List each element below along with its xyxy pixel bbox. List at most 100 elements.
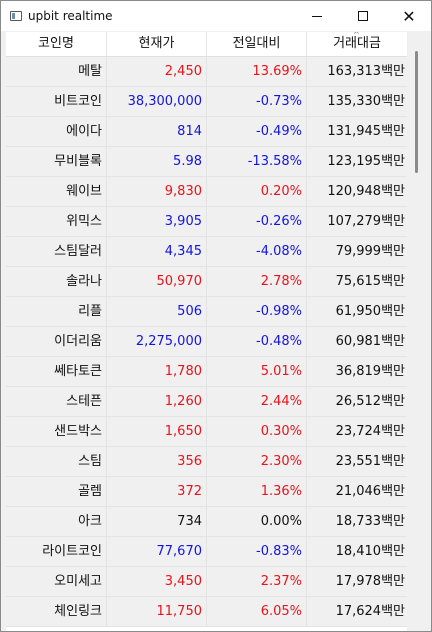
cell-current-price: 356 <box>107 447 207 476</box>
table-row[interactable]: 스팀달러 4,345 -4.08% 79,999백만 <box>6 237 407 267</box>
cell-trade-volume: 75,615백만 <box>335 274 405 289</box>
header-coin-name[interactable]: 코인명 <box>6 32 107 56</box>
maximize-icon <box>358 11 368 21</box>
cell-current-price: 1,260 <box>107 387 207 416</box>
cell-current-price: 5.98 <box>107 147 207 176</box>
cell-change: -0.49% <box>207 117 307 146</box>
table-row[interactable]: 위믹스 3,905 -0.26% 107,279백만 <box>6 207 407 237</box>
cell-coin-name: 위믹스 <box>6 207 107 236</box>
table-row[interactable]: 이더리움 2,275,000 -0.48% 60,981백만 <box>6 327 407 357</box>
cell-current-price: 1,780 <box>107 357 207 386</box>
cell-current-price: 50,970 <box>107 267 207 296</box>
cell-change: 2.78% <box>207 267 307 296</box>
table-row[interactable]: 웨이브 9,830 0.20% 120,948백만 <box>6 177 407 207</box>
cell-current-price: 2,450 <box>107 57 207 86</box>
cell-trade-volume: 61,950백만 <box>335 304 405 319</box>
header-trade-volume[interactable]: ^ 거래대금 <box>307 32 407 56</box>
table-row[interactable]: 아크 734 0.00% 18,733백만 <box>6 507 407 537</box>
cell-trade-volume: 17,624백만 <box>335 604 405 619</box>
cell-change: -0.73% <box>207 87 307 116</box>
cell-coin-name: 스팀 <box>6 447 107 476</box>
cell-trade-volume: 18,733백만 <box>335 514 405 529</box>
cell-change: 1.36% <box>207 477 307 506</box>
maximize-button[interactable] <box>340 1 386 31</box>
cell-current-price: 814 <box>107 117 207 146</box>
cell-change: -0.83% <box>207 537 307 566</box>
cell-trade-volume: 120,948백만 <box>327 184 405 199</box>
cell-current-price: 372 <box>107 477 207 506</box>
cell-coin-name: 골렘 <box>6 477 107 506</box>
cell-trade-volume: 123,195백만 <box>327 154 405 169</box>
app-window-icon <box>10 11 22 21</box>
table-row[interactable]: 솔라나 50,970 2.78% 75,615백만 <box>6 267 407 297</box>
cell-trade-volume: 21,046백만 <box>335 484 405 499</box>
table-row[interactable]: 메탈 2,450 13.69% 163,313백만 <box>6 57 407 87</box>
table-row[interactable]: 쎄타토큰 1,780 5.01% 36,819백만 <box>6 357 407 387</box>
table-row[interactable]: 스테픈 1,260 2.44% 26,512백만 <box>6 387 407 417</box>
cell-trade-volume: 131,945백만 <box>327 124 405 139</box>
table-row[interactable]: 라이트코인 77,670 -0.83% 18,410백만 <box>6 537 407 567</box>
cell-current-price: 4,345 <box>107 237 207 266</box>
cell-change: 6.05% <box>207 597 307 626</box>
cell-change: 0.20% <box>207 177 307 206</box>
cell-trade-volume: 60,981백만 <box>335 334 405 349</box>
cell-coin-name: 스테픈 <box>6 387 107 416</box>
cell-coin-name: 체인링크 <box>6 597 107 626</box>
table-body: 메탈 2,450 13.69% 163,313백만 비트코인 38,300,000 -0.7… <box>6 57 407 627</box>
cell-change: 2.44% <box>207 387 307 416</box>
cell-coin-name: 솔라나 <box>6 267 107 296</box>
table-row[interactable]: 리플 506 -0.98% 61,950백만 <box>6 297 407 327</box>
cell-trade-volume: 107,279백만 <box>327 214 405 229</box>
cell-trade-volume: 36,819백만 <box>335 364 405 379</box>
cell-current-price: 77,670 <box>107 537 207 566</box>
cell-coin-name: 에이다 <box>6 117 107 146</box>
cell-change: 0.00% <box>207 507 307 536</box>
cell-current-price: 734 <box>107 507 207 536</box>
table-row[interactable]: 골렘 372 1.36% 21,046백만 <box>6 477 407 507</box>
cell-change: 2.30% <box>207 447 307 476</box>
scrollbar-thumb[interactable] <box>415 51 418 173</box>
coin-table: 코인명 현재가 전일대비 ^ 거래대금 메탈 2,450 13.69% 163,313… <box>6 32 407 631</box>
minimize-icon <box>312 15 322 17</box>
table-row[interactable]: 무비블록 5.98 -13.58% 123,195백만 <box>6 147 407 177</box>
cell-current-price: 506 <box>107 297 207 326</box>
cell-coin-name: 오미세고 <box>6 567 107 596</box>
cell-trade-volume: 135,330백만 <box>327 94 405 109</box>
sort-indicator-icon: ^ <box>353 32 360 39</box>
header-current-price[interactable]: 현재가 <box>107 32 207 56</box>
cell-change: -0.98% <box>207 297 307 326</box>
table-row[interactable]: 체인링크 11,750 6.05% 17,624백만 <box>6 597 407 627</box>
cell-coin-name: 라이트코인 <box>6 537 107 566</box>
cell-coin-name: 이더리움 <box>6 327 107 356</box>
cell-coin-name: 스팀달러 <box>6 237 107 266</box>
title-bar[interactable]: upbit realtime ✕ <box>1 1 431 31</box>
cell-coin-name: 메탈 <box>6 57 107 86</box>
close-button[interactable]: ✕ <box>386 1 431 31</box>
cell-trade-volume: 26,512백만 <box>335 394 405 409</box>
close-icon: ✕ <box>402 6 416 26</box>
cell-coin-name: 웨이브 <box>6 177 107 206</box>
cell-trade-volume: 79,999백만 <box>335 244 405 259</box>
cell-current-price: 1,650 <box>107 417 207 446</box>
cell-trade-volume: 163,313백만 <box>327 64 405 79</box>
table-row[interactable]: 스팀 356 2.30% 23,551백만 <box>6 447 407 477</box>
cell-coin-name: 비트코인 <box>6 87 107 116</box>
cell-current-price: 11,750 <box>107 597 207 626</box>
cell-change: 0.30% <box>207 417 307 446</box>
table-row[interactable]: 에이다 814 -0.49% 131,945백만 <box>6 117 407 147</box>
table-row[interactable]: 비트코인 38,300,000 -0.73% 135,330백만 <box>6 87 407 117</box>
table-row[interactable]: 오미세고 3,450 2.37% 17,978백만 <box>6 567 407 597</box>
cell-change: 5.01% <box>207 357 307 386</box>
vertical-scrollbar[interactable] <box>408 32 426 631</box>
cell-coin-name: 샌드박스 <box>6 417 107 446</box>
cell-coin-name: 무비블록 <box>6 147 107 176</box>
cell-coin-name: 아크 <box>6 507 107 536</box>
table-header: 코인명 현재가 전일대비 ^ 거래대금 <box>6 32 407 57</box>
cell-coin-name: 쎄타토큰 <box>6 357 107 386</box>
minimize-button[interactable] <box>294 1 340 31</box>
table-row[interactable]: 샌드박스 1,650 0.30% 23,724백만 <box>6 417 407 447</box>
header-change[interactable]: 전일대비 <box>207 32 307 56</box>
cell-change: 2.37% <box>207 567 307 596</box>
cell-change: 13.69% <box>207 57 307 86</box>
